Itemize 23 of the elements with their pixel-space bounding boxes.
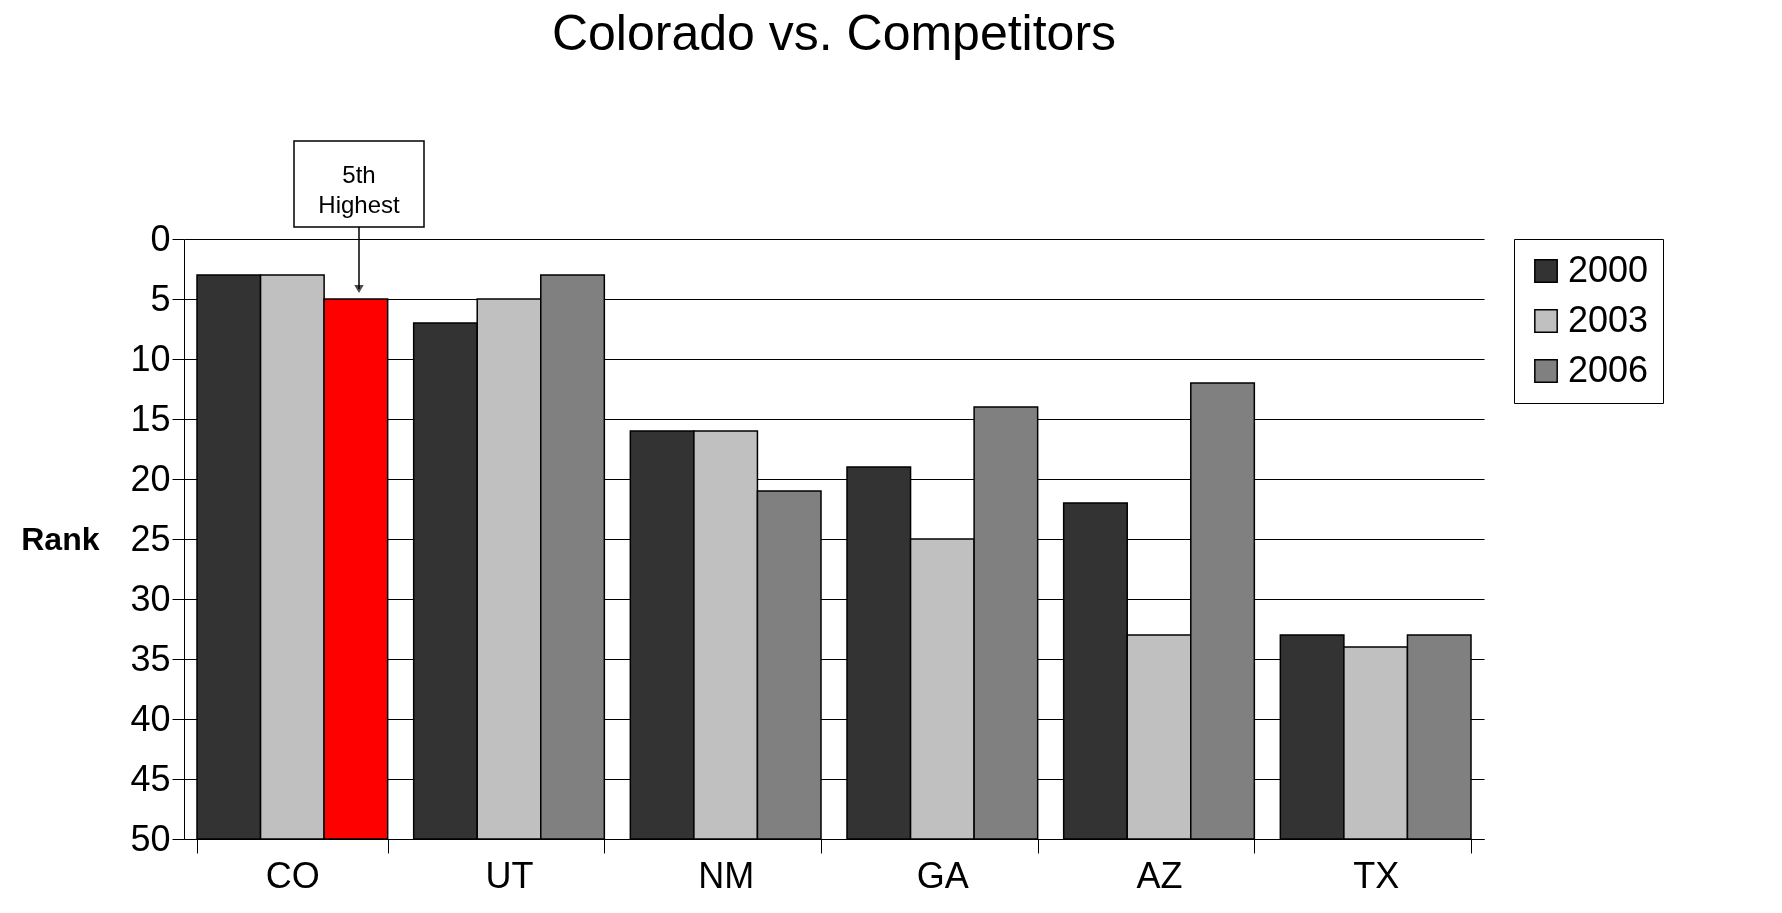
legend-label: 2000 [1568,249,1649,290]
y-tick-label: 50 [130,817,171,859]
y-tick-label: 25 [130,517,171,559]
x-tick-label: GA [916,854,969,896]
x-tick-label: AZ [1136,854,1183,896]
y-tick-label: 30 [130,577,171,619]
x-tick-label: UT [485,854,534,896]
legend-label: 2006 [1568,349,1649,390]
x-tick-label: CO [265,854,320,896]
y-tick-label: 20 [130,457,171,499]
y-tick-label: 35 [130,637,171,679]
x-tick-label: NM [698,854,755,896]
y-axis-title: Rank [21,520,100,557]
text: 5th Highest [318,161,401,218]
y-tick-label: 15 [130,397,171,439]
legend-label: 2003 [1568,299,1649,340]
y-tick-label: 40 [130,697,171,739]
y-tick-label: 0 [150,217,171,259]
y-tick-label: 5 [150,277,171,319]
y-tick-label: 10 [130,337,171,379]
chart-title: Colorado vs. Competitors [551,5,1117,62]
x-tick-label: TX [1353,854,1400,896]
y-tick-label: 45 [130,757,171,799]
